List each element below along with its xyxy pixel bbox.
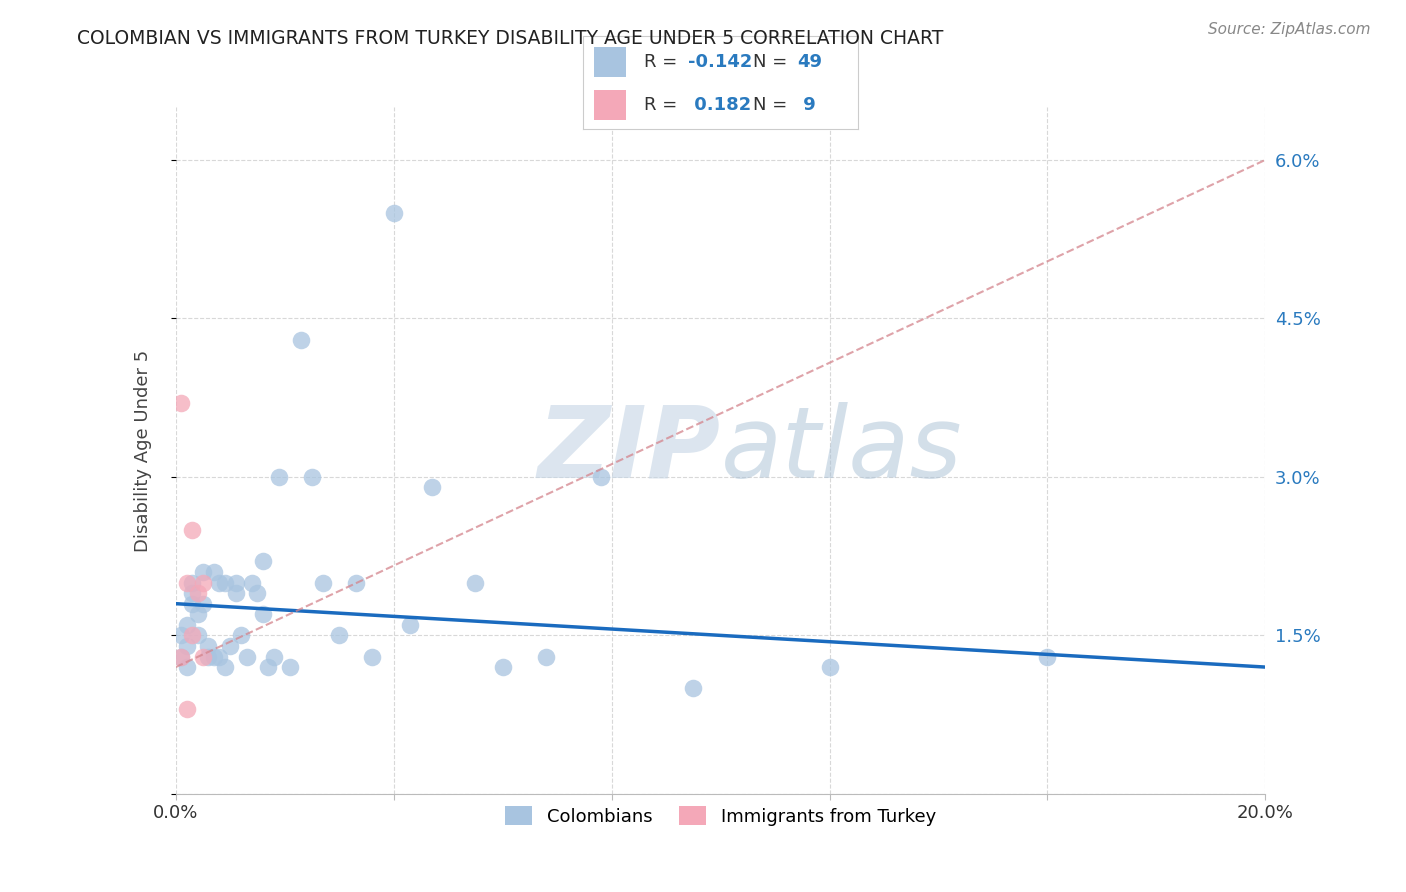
Point [344, 575, 367, 590]
Point [818, 660, 841, 674]
Point [176, 617, 198, 632]
Point [181, 523, 204, 537]
Point [181, 628, 204, 642]
Point [181, 575, 204, 590]
Point [170, 396, 193, 410]
Point [176, 702, 198, 716]
Y-axis label: Disability Age Under 5: Disability Age Under 5 [134, 350, 152, 551]
Point [191, 649, 214, 664]
Point [176, 660, 198, 674]
Point [197, 649, 219, 664]
Point [186, 628, 209, 642]
Bar [595, 90, 626, 120]
Point [181, 586, 204, 600]
Point [225, 586, 247, 600]
Text: N =: N = [754, 53, 793, 70]
Point [246, 586, 269, 600]
Point [208, 649, 231, 664]
Point [197, 639, 219, 653]
Point [202, 649, 225, 664]
Point [269, 470, 291, 484]
Text: N =: N = [754, 96, 793, 114]
Point [186, 586, 209, 600]
Text: 49: 49 [797, 53, 823, 70]
Point [328, 628, 350, 642]
Text: 0.182: 0.182 [688, 96, 751, 114]
Point [231, 628, 253, 642]
Point [360, 649, 382, 664]
Point [382, 205, 405, 219]
Point [252, 554, 274, 568]
Point [186, 607, 209, 622]
Text: COLOMBIAN VS IMMIGRANTS FROM TURKEY DISABILITY AGE UNDER 5 CORRELATION CHART: COLOMBIAN VS IMMIGRANTS FROM TURKEY DISA… [77, 29, 943, 47]
Point [202, 565, 225, 579]
Point [208, 575, 231, 590]
Point [534, 649, 557, 664]
Text: 9: 9 [797, 96, 815, 114]
Point [235, 649, 257, 664]
Point [240, 575, 263, 590]
Point [191, 597, 214, 611]
Text: -0.142: -0.142 [688, 53, 752, 70]
Point [312, 575, 335, 590]
Point [278, 660, 301, 674]
Point [170, 628, 193, 642]
Point [181, 597, 204, 611]
Bar [595, 47, 626, 77]
Point [214, 660, 236, 674]
Point [257, 660, 280, 674]
Text: ZIP: ZIP [537, 402, 721, 499]
Point [589, 470, 612, 484]
Point [176, 639, 198, 653]
Point [263, 649, 285, 664]
Point [399, 617, 422, 632]
Point [464, 575, 486, 590]
Point [219, 639, 242, 653]
Point [420, 480, 443, 494]
Text: R =: R = [644, 96, 683, 114]
Point [682, 681, 704, 696]
Text: atlas: atlas [721, 402, 962, 499]
Point [290, 333, 312, 347]
Legend: Colombians, Immigrants from Turkey: Colombians, Immigrants from Turkey [498, 799, 943, 833]
Point [191, 565, 214, 579]
Text: Source: ZipAtlas.com: Source: ZipAtlas.com [1208, 22, 1371, 37]
Point [176, 575, 198, 590]
Point [214, 575, 236, 590]
Point [492, 660, 515, 674]
Point [225, 575, 247, 590]
Point [252, 607, 274, 622]
Point [191, 575, 214, 590]
Point [170, 649, 193, 664]
Point [170, 649, 193, 664]
Point [1036, 649, 1059, 664]
Point [301, 470, 323, 484]
Text: R =: R = [644, 53, 683, 70]
